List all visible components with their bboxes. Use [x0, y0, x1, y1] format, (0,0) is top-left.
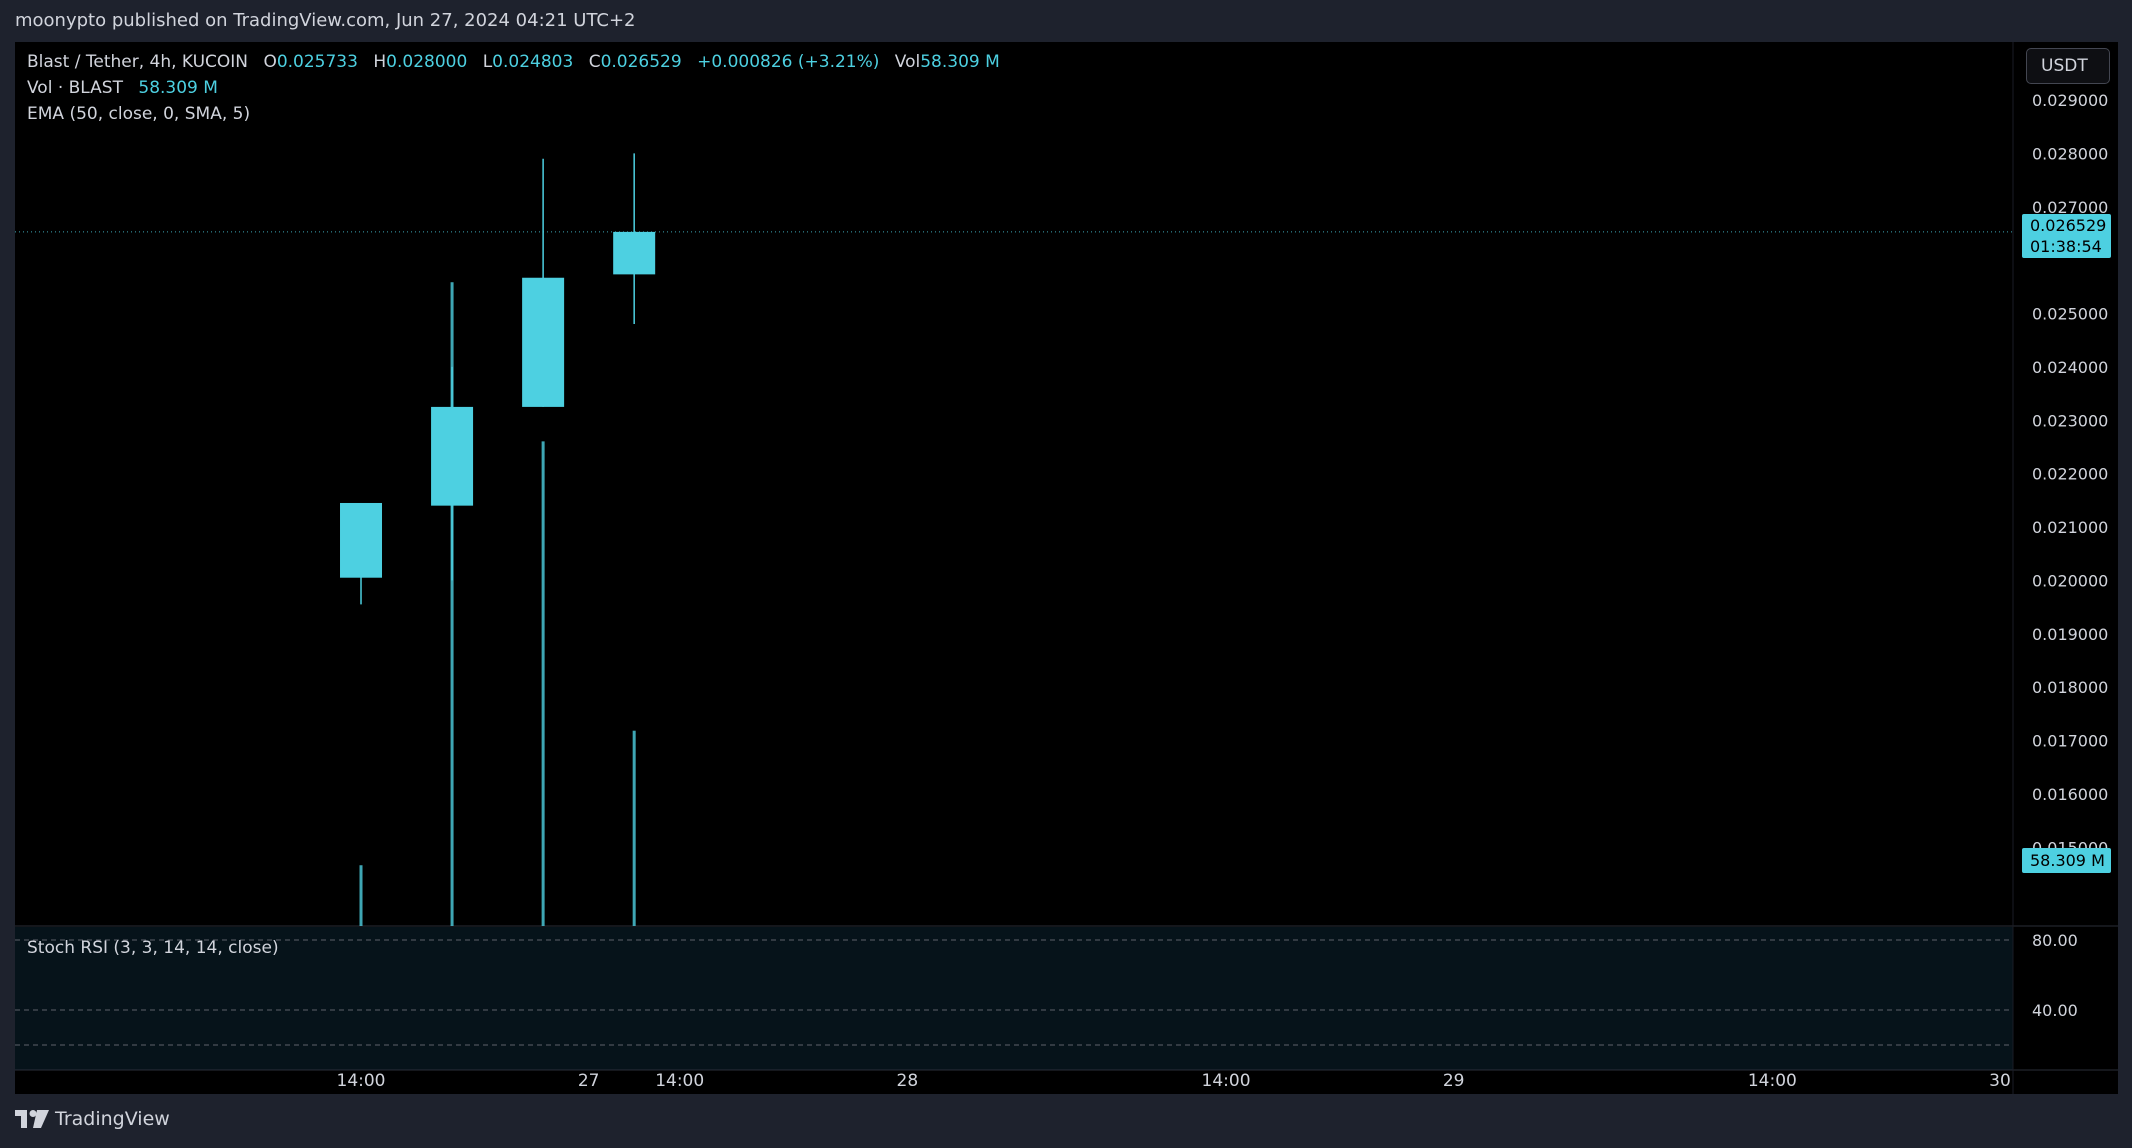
- low-value: 0.024803: [492, 52, 574, 72]
- stoch-rsi-legend[interactable]: Stoch RSI (3, 3, 14, 14, close): [27, 938, 279, 958]
- stoch-rsi-pane: [15, 927, 2013, 1070]
- time-tick-label: 28: [897, 1071, 919, 1091]
- price-tick-label: 0.029000: [2032, 91, 2108, 110]
- published-header: moonypto published on TradingView.com, J…: [15, 10, 636, 31]
- change-value: +0.000826 (+3.21%): [697, 52, 880, 72]
- ema-indicator-legend[interactable]: EMA (50, close, 0, SMA, 5): [27, 104, 250, 124]
- volume-bar: [541, 441, 545, 926]
- tradingview-logo-icon: [15, 1110, 49, 1128]
- last-price-tag: 0.026529 01:38:54: [2022, 214, 2111, 258]
- price-tick-label: 0.020000: [2032, 571, 2108, 590]
- stoch-rsi-name: Stoch RSI (3, 3, 14, 14, close): [27, 938, 279, 958]
- volume-indicator-legend[interactable]: Vol · BLAST 58.309 M: [27, 78, 218, 98]
- price-tick-label: 0.021000: [2032, 518, 2108, 537]
- close-label: C: [588, 52, 601, 72]
- candle-body: [613, 231, 656, 275]
- footer-brand-label: TradingView: [55, 1108, 170, 1130]
- price-tick-label: 0.023000: [2032, 411, 2108, 430]
- price-tick-label: 0.028000: [2032, 144, 2108, 163]
- low-label: L: [482, 52, 493, 72]
- time-tick-label: 14:00: [1748, 1071, 1797, 1091]
- time-tick-label: 14:00: [655, 1071, 704, 1091]
- time-tick-label: 14:00: [337, 1071, 386, 1091]
- volume-indicator-name: Vol · BLAST: [27, 78, 123, 98]
- price-tick-label: 0.022000: [2032, 465, 2108, 484]
- price-tick-label: 0.019000: [2032, 625, 2108, 644]
- price-tick-label: 0.027000: [2032, 198, 2108, 217]
- vol-value: 58.309 M: [920, 52, 1000, 72]
- high-value: 0.028000: [386, 52, 468, 72]
- volume-value-tag: 58.309 M: [2022, 848, 2111, 873]
- time-tick-label: 27: [578, 1071, 600, 1091]
- candle-body: [522, 277, 565, 407]
- stoch-rsi-tick-label: 40.00: [2032, 1001, 2078, 1020]
- price-tick-label: 0.024000: [2032, 358, 2108, 377]
- volume-bar: [632, 730, 636, 926]
- volume-indicator-value: 58.309 M: [138, 78, 218, 98]
- time-tick-label: 14:00: [1202, 1071, 1251, 1091]
- price-tick-label: 0.016000: [2032, 785, 2108, 804]
- open-value: 0.025733: [276, 52, 358, 72]
- stoch-rsi-tick-label: 80.00: [2032, 931, 2078, 950]
- candle-body: [431, 406, 474, 506]
- volume-bar: [359, 865, 363, 926]
- last-price-value: 0.026529: [2030, 216, 2107, 235]
- bar-countdown: 01:38:54: [2030, 237, 2102, 256]
- candle-body: [340, 502, 383, 578]
- high-label: H: [373, 52, 387, 72]
- price-tick-label: 0.018000: [2032, 678, 2108, 697]
- volume-bar: [450, 282, 454, 926]
- price-tick-label: 0.025000: [2032, 305, 2108, 324]
- chart-frame[interactable]: 80.00 40.00 0.029000 0.028000 0.027000 0.0250…: [15, 42, 2118, 1094]
- vol-label: Vol: [894, 52, 921, 72]
- price-tick-label: 0.017000: [2032, 732, 2108, 751]
- close-value: 0.026529: [600, 52, 682, 72]
- currency-button[interactable]: USDT: [2026, 48, 2110, 84]
- ohlc-legend: Blast / Tether, 4h, KUCOIN O0.025733 H0.…: [27, 52, 1000, 72]
- footer-brand[interactable]: TradingView: [15, 1108, 170, 1130]
- symbol-title[interactable]: Blast / Tether, 4h, KUCOIN: [27, 52, 249, 72]
- time-tick-label: 30: [1989, 1071, 2011, 1091]
- time-tick-label: 29: [1443, 1071, 1465, 1091]
- candlestick-chart[interactable]: 80.00 40.00 0.029000 0.028000 0.027000 0.0250…: [15, 42, 2118, 1094]
- open-label: O: [263, 52, 277, 72]
- ema-indicator-name: EMA (50, close, 0, SMA, 5): [27, 104, 251, 124]
